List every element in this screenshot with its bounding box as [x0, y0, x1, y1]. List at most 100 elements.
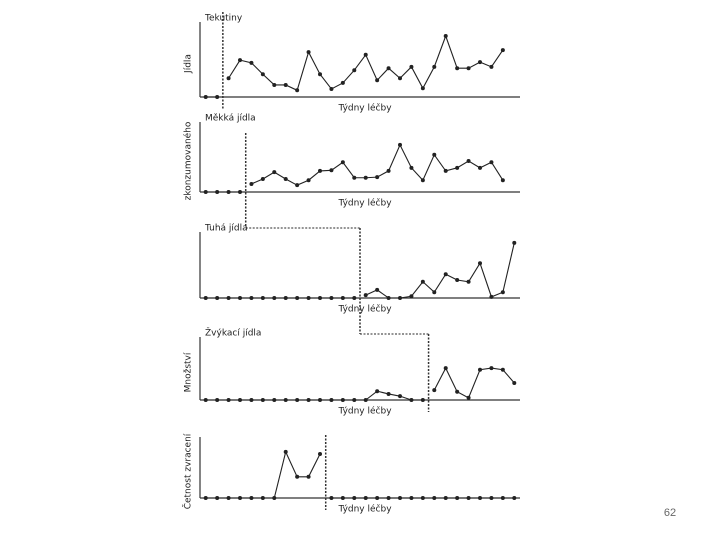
- data-point: [363, 496, 368, 500]
- data-point: [443, 168, 448, 173]
- data-point: [420, 496, 425, 500]
- data-point: [375, 175, 380, 180]
- data-point: [295, 183, 300, 188]
- data-point: [306, 398, 311, 402]
- data-point: [409, 294, 414, 299]
- data-point: [203, 398, 208, 402]
- data-point: [295, 296, 300, 300]
- data-point: [512, 240, 517, 245]
- data-point: [260, 296, 265, 300]
- data-point: [260, 72, 265, 77]
- data-point: [249, 398, 254, 402]
- data-point: [306, 50, 311, 55]
- panel-title: Tuhá jídla: [204, 224, 248, 234]
- data-point: [329, 496, 334, 500]
- x-axis-label: Týdny léčby: [337, 304, 392, 315]
- data-point: [386, 66, 391, 71]
- data-point: [283, 398, 288, 402]
- data-point: [455, 389, 460, 394]
- data-point: [318, 398, 322, 402]
- data-point: [306, 296, 311, 300]
- data-point: [500, 290, 505, 295]
- data-point: [306, 474, 311, 479]
- data-point: [455, 66, 460, 71]
- data-point: [443, 366, 448, 371]
- y-axis-label: zkonzumovaného: [183, 121, 194, 200]
- panel-title: Žvýkací jídla: [205, 327, 261, 339]
- data-point: [260, 496, 265, 500]
- data-point: [260, 398, 265, 402]
- panel: Žvýkací jídla Množství Týdny léčby: [184, 327, 520, 417]
- data-point: [215, 190, 220, 194]
- data-point: [466, 496, 471, 500]
- data-line: [228, 34, 504, 92]
- data-point: [420, 279, 425, 284]
- data-point: [375, 287, 380, 292]
- data-point: [432, 152, 437, 157]
- page-number: 62: [664, 507, 676, 519]
- data-point: [295, 398, 300, 402]
- data-point: [283, 176, 288, 181]
- data-point: [398, 142, 402, 147]
- data-point: [283, 82, 288, 87]
- data-point: [455, 165, 460, 170]
- data-point: [340, 296, 345, 300]
- panel-title: Měkká jídla: [205, 114, 256, 124]
- data-point: [443, 272, 448, 277]
- y-axis-label: Jídla: [184, 54, 194, 74]
- data-point: [226, 296, 231, 300]
- data-point: [352, 398, 357, 402]
- data-point: [329, 168, 334, 173]
- data-point: [398, 394, 402, 399]
- data-point: [203, 95, 208, 99]
- data-point: [215, 296, 220, 300]
- data-point: [215, 95, 220, 99]
- data-point: [260, 176, 265, 181]
- data-point: [295, 474, 300, 479]
- data-point: [466, 159, 471, 163]
- data-point: [249, 496, 254, 500]
- x-axis-label: Týdny léčby: [337, 198, 392, 209]
- data-point: [226, 398, 231, 402]
- data-point: [340, 80, 345, 85]
- data-line: [251, 143, 504, 186]
- data-point: [249, 60, 254, 65]
- data-point: [340, 496, 345, 500]
- data-point: [363, 398, 368, 402]
- data-point: [466, 279, 471, 284]
- data-point: [500, 367, 505, 372]
- data-point: [409, 64, 414, 69]
- data-point: [420, 398, 425, 402]
- y-axis-label: Četnost zvracení: [182, 433, 194, 509]
- data-point: [489, 496, 494, 500]
- data-point: [215, 496, 220, 500]
- data-point: [478, 496, 482, 500]
- data-point: [375, 78, 380, 83]
- data-point: [375, 496, 380, 500]
- data-point: [238, 58, 242, 63]
- data-point: [489, 294, 494, 299]
- data-point: [272, 296, 277, 300]
- data-point: [478, 60, 482, 65]
- data-point: [386, 496, 391, 500]
- data-point: [512, 496, 517, 500]
- panel-title: Tekutiny: [204, 14, 243, 24]
- data-point: [340, 398, 345, 402]
- data-point: [443, 34, 448, 39]
- data-point: [500, 496, 505, 500]
- data-point: [409, 496, 414, 500]
- data-point: [420, 178, 425, 183]
- data-point: [238, 296, 242, 300]
- data-point: [432, 290, 437, 295]
- data-point: [272, 82, 277, 87]
- data-point: [352, 296, 357, 300]
- data-point: [363, 175, 368, 180]
- data-point: [306, 178, 311, 183]
- data-point: [455, 278, 460, 283]
- data-point: [249, 181, 254, 186]
- data-point: [398, 76, 402, 81]
- data-point: [272, 398, 277, 402]
- x-axis-label: Týdny léčby: [337, 406, 392, 417]
- data-point: [318, 296, 322, 300]
- data-point: [512, 380, 517, 385]
